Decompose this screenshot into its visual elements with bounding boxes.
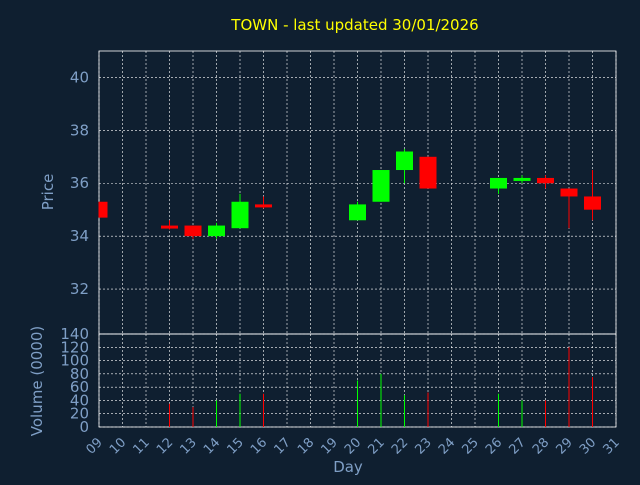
candle-body (560, 188, 578, 197)
candles (98, 148, 601, 239)
x-tick-label: 24 (436, 435, 458, 457)
tick-labels: 09 10 11 12 13 14 15 16 17 18 19 20 21 22 23 24 25 26 27 28… (60, 68, 622, 457)
price-tick-label: 36 (70, 174, 89, 192)
candle-body (99, 201, 108, 218)
x-tick-label: 17 (272, 435, 294, 457)
price-tick-label: 40 (70, 68, 89, 86)
candle-body (184, 225, 202, 237)
x-tick-label: 27 (507, 435, 529, 457)
volume-bars (169, 347, 593, 427)
volume-axis-label: Volume (0000) (28, 326, 46, 436)
x-tick-label: 23 (413, 435, 435, 457)
candle-body (255, 204, 272, 208)
volume-tick-label: 140 (60, 325, 89, 343)
x-tick-label: 19 (319, 435, 341, 457)
x-tick-label: 12 (154, 435, 176, 457)
candle-body (513, 177, 531, 181)
x-tick-label: 30 (577, 435, 599, 457)
volume-tick-label: 20 (70, 405, 89, 423)
x-tick-label: 20 (342, 435, 364, 457)
candle-body (349, 204, 366, 221)
price-tick-label: 38 (70, 121, 89, 139)
volume-tick-label: 120 (60, 338, 89, 356)
price-tick-label: 32 (70, 280, 89, 298)
x-tick-label: 28 (530, 435, 552, 457)
x-tick-label: 26 (483, 435, 505, 457)
volume-tick-label: 0 (79, 418, 89, 436)
x-axis-label: Day (333, 458, 363, 476)
chart-title: TOWN - last updated 30/01/2026 (230, 16, 478, 34)
x-tick-label: 15 (225, 435, 247, 457)
volume-tick-label: 40 (70, 391, 89, 409)
x-tick-label: 29 (554, 435, 576, 457)
x-tick-label: 18 (295, 435, 317, 457)
volume-tick-label: 100 (60, 352, 89, 370)
candle-body (396, 151, 413, 171)
volume-tick-label: 60 (70, 378, 89, 396)
candle-body (419, 156, 437, 189)
x-tick-label: 10 (107, 435, 129, 457)
price-axis-label: Price (39, 174, 57, 211)
x-tick-label: 22 (389, 435, 411, 457)
price-tick-label: 34 (70, 227, 89, 245)
x-tick-label: 25 (460, 435, 482, 457)
x-tick-label: 21 (366, 435, 388, 457)
grid-lines (98, 51, 617, 428)
candle-body (490, 177, 507, 189)
x-tick-label: 31 (601, 435, 623, 457)
volume-tick-label: 80 (70, 365, 89, 383)
candle-body (231, 201, 249, 229)
x-tick-label: 16 (248, 435, 270, 457)
x-tick-label: 14 (201, 435, 223, 457)
x-tick-label: 11 (131, 435, 153, 457)
candle-body (161, 225, 178, 229)
candle-body (372, 170, 390, 202)
candle-body (584, 196, 601, 210)
x-tick-label: 09 (84, 435, 106, 457)
candle-body (208, 225, 225, 237)
x-tick-label: 13 (178, 435, 200, 457)
candle-body (537, 177, 554, 184)
